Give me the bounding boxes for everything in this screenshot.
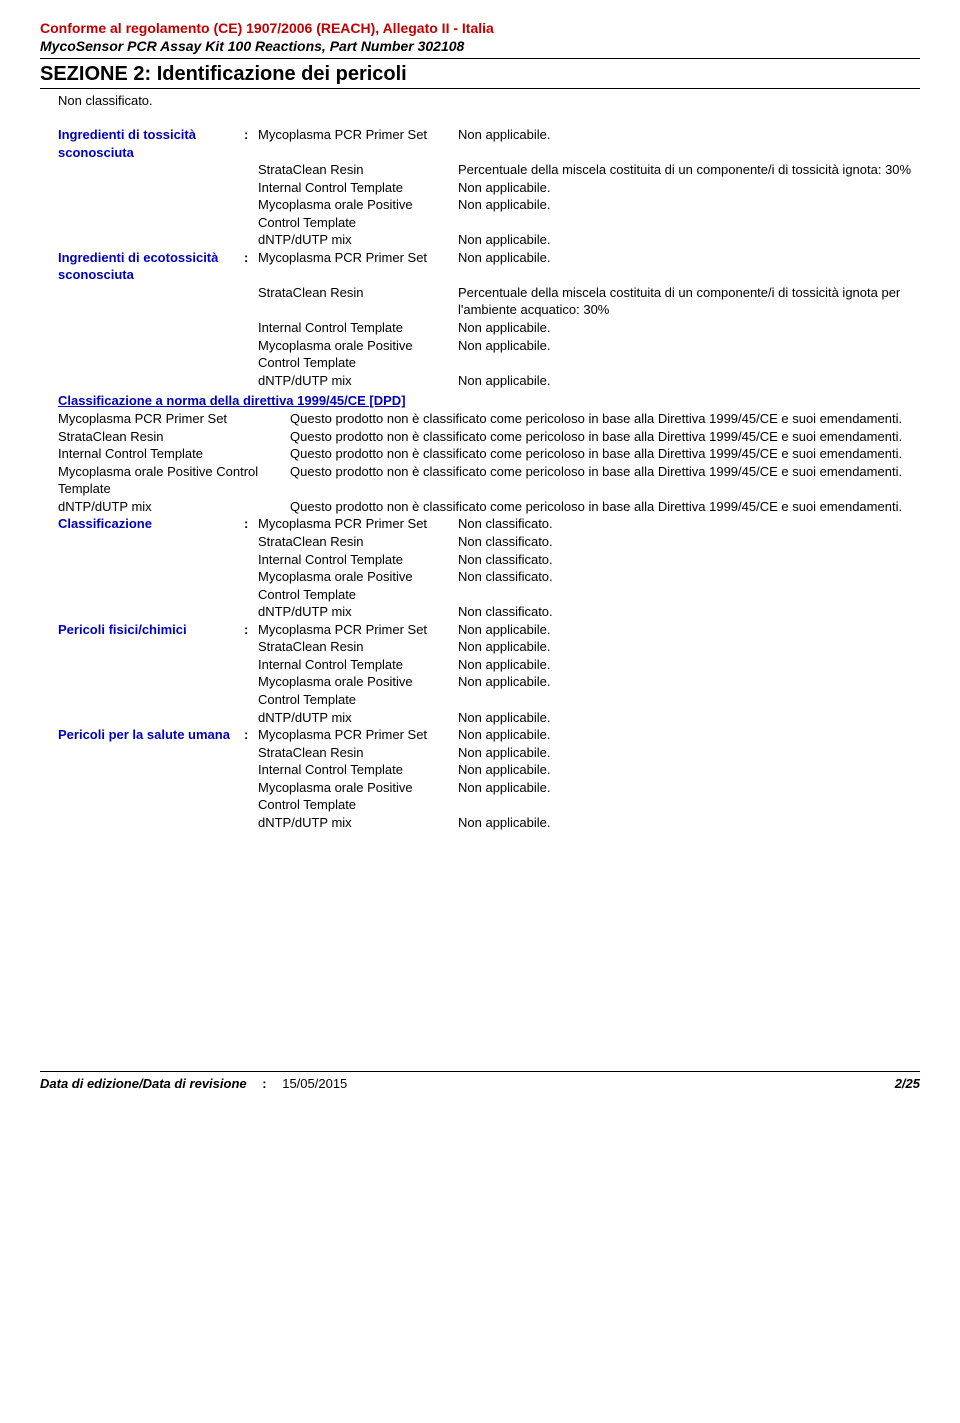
product-header: MycoSensor PCR Assay Kit 100 Reactions, … [40, 38, 920, 59]
page-footer: Data di edizione/Data di revisione : 15/… [40, 1071, 920, 1091]
value-nc: Non classificato. [458, 533, 920, 551]
colon: : [244, 621, 258, 639]
value-na: Non applicabile. [458, 249, 920, 267]
reach-header: Conforme al regolamento (CE) 1907/2006 (… [40, 20, 920, 38]
value-na: Non applicabile. [458, 179, 920, 197]
health-label: Pericoli per la salute umana [58, 726, 244, 744]
dpd-item-mopct: Mycoplasma orale Positive Control Templa… [58, 463, 290, 498]
item-mopc: Mycoplasma orale Positive Control Templa… [258, 568, 458, 603]
dpd-item-ict: Internal Control Template [58, 445, 290, 463]
value-na: Non applicabile. [458, 761, 920, 779]
value-na: Non applicabile. [458, 779, 920, 797]
colon: : [244, 515, 258, 533]
item-strata: StrataClean Resin [258, 161, 458, 179]
item-dntp: dNTP/dUTP mix [258, 231, 458, 249]
value-na: Non applicabile. [458, 319, 920, 337]
value-na: Non applicabile. [458, 656, 920, 674]
colon: : [244, 249, 258, 267]
item-strata: StrataClean Resin [258, 638, 458, 656]
item-strata: StrataClean Resin [258, 744, 458, 762]
item-mopc: Mycoplasma orale Positive Control Templa… [258, 673, 458, 708]
item-mpcr: Mycoplasma PCR Primer Set [258, 726, 458, 744]
value-na: Non applicabile. [458, 621, 920, 639]
value-na: Non applicabile. [458, 638, 920, 656]
value-nc: Non classificato. [458, 515, 920, 533]
value-nc: Non classificato. [458, 603, 920, 621]
item-strata: StrataClean Resin [258, 284, 458, 302]
value-na: Non applicabile. [458, 726, 920, 744]
section-title: SEZIONE 2: Identificazione dei pericoli [40, 61, 920, 89]
value-nc: Non classificato. [458, 551, 920, 569]
item-mopct: Mycoplasma orale Positive Control Templa… [258, 196, 458, 231]
item-mpcr: Mycoplasma PCR Primer Set [258, 621, 458, 639]
value-na: Non applicabile. [458, 126, 920, 144]
dpd-sentence: Questo prodotto non è classificato come … [290, 428, 920, 446]
value-na: Non applicabile. [458, 231, 920, 249]
dpd-sentence: Questo prodotto non è classificato come … [290, 445, 920, 463]
value-na: Non applicabile. [458, 709, 920, 727]
value-na: Non applicabile. [458, 673, 920, 691]
phys-chem-label: Pericoli fisici/chimici [58, 621, 244, 639]
item-ict: Internal Control Template [258, 319, 458, 337]
dpd-sentence: Questo prodotto non è classificato come … [290, 463, 920, 481]
value-pct-tox: Percentuale della miscela costituita di … [458, 161, 920, 179]
value-na: Non applicabile. [458, 337, 920, 355]
item-mopct: Mycoplasma orale Positive Control Templa… [258, 337, 458, 372]
item-ict: Internal Control Template [258, 551, 458, 569]
item-dntp: dNTP/dUTP mix [258, 372, 458, 390]
value-nc: Non classificato. [458, 568, 920, 586]
dpd-sentence: Questo prodotto non è classificato come … [290, 498, 920, 516]
item-mpcr-set: Mycoplasma PCR Primer Set [258, 249, 458, 267]
item-dntp: dNTP/dUTP mix [258, 603, 458, 621]
dpd-sentence: Questo prodotto non è classificato come … [290, 410, 920, 428]
item-mpcr-set: Mycoplasma PCR Primer Set [258, 126, 458, 144]
item-ict: Internal Control Template [258, 656, 458, 674]
value-na: Non applicabile. [458, 744, 920, 762]
dpd-heading: Classificazione a norma della direttiva … [40, 393, 920, 408]
value-na: Non applicabile. [458, 372, 920, 390]
item-mpcr: Mycoplasma PCR Primer Set [258, 515, 458, 533]
footer-page-number: 2/25 [895, 1076, 920, 1091]
classification-label: Classificazione [58, 515, 244, 533]
eco-unknown-label: Ingredienti di ecotossicità sconosciuta [58, 249, 244, 284]
not-classified-line: Non classificato. [40, 93, 920, 108]
value-pct-eco: Percentuale della miscela costituita di … [458, 284, 920, 319]
dpd-item-dntp: dNTP/dUTP mix [58, 498, 290, 516]
item-ict: Internal Control Template [258, 179, 458, 197]
dpd-item-strata: StrataClean Resin [58, 428, 290, 446]
colon: : [244, 726, 258, 744]
item-ict: Internal Control Template [258, 761, 458, 779]
item-dntp: dNTP/dUTP mix [258, 709, 458, 727]
tox-unknown-label: Ingredienti di tossicità sconosciuta [58, 126, 244, 161]
dpd-item-mpcr: Mycoplasma PCR Primer Set [58, 410, 290, 428]
colon: : [244, 126, 258, 144]
item-mopc: Mycoplasma orale Positive Control Templa… [258, 779, 458, 814]
item-dntp: dNTP/dUTP mix [258, 814, 458, 832]
item-strata: StrataClean Resin [258, 533, 458, 551]
footer-date-label: Data di edizione/Data di revisione : 15/… [40, 1076, 895, 1091]
value-na: Non applicabile. [458, 814, 920, 832]
value-na: Non applicabile. [458, 196, 920, 214]
